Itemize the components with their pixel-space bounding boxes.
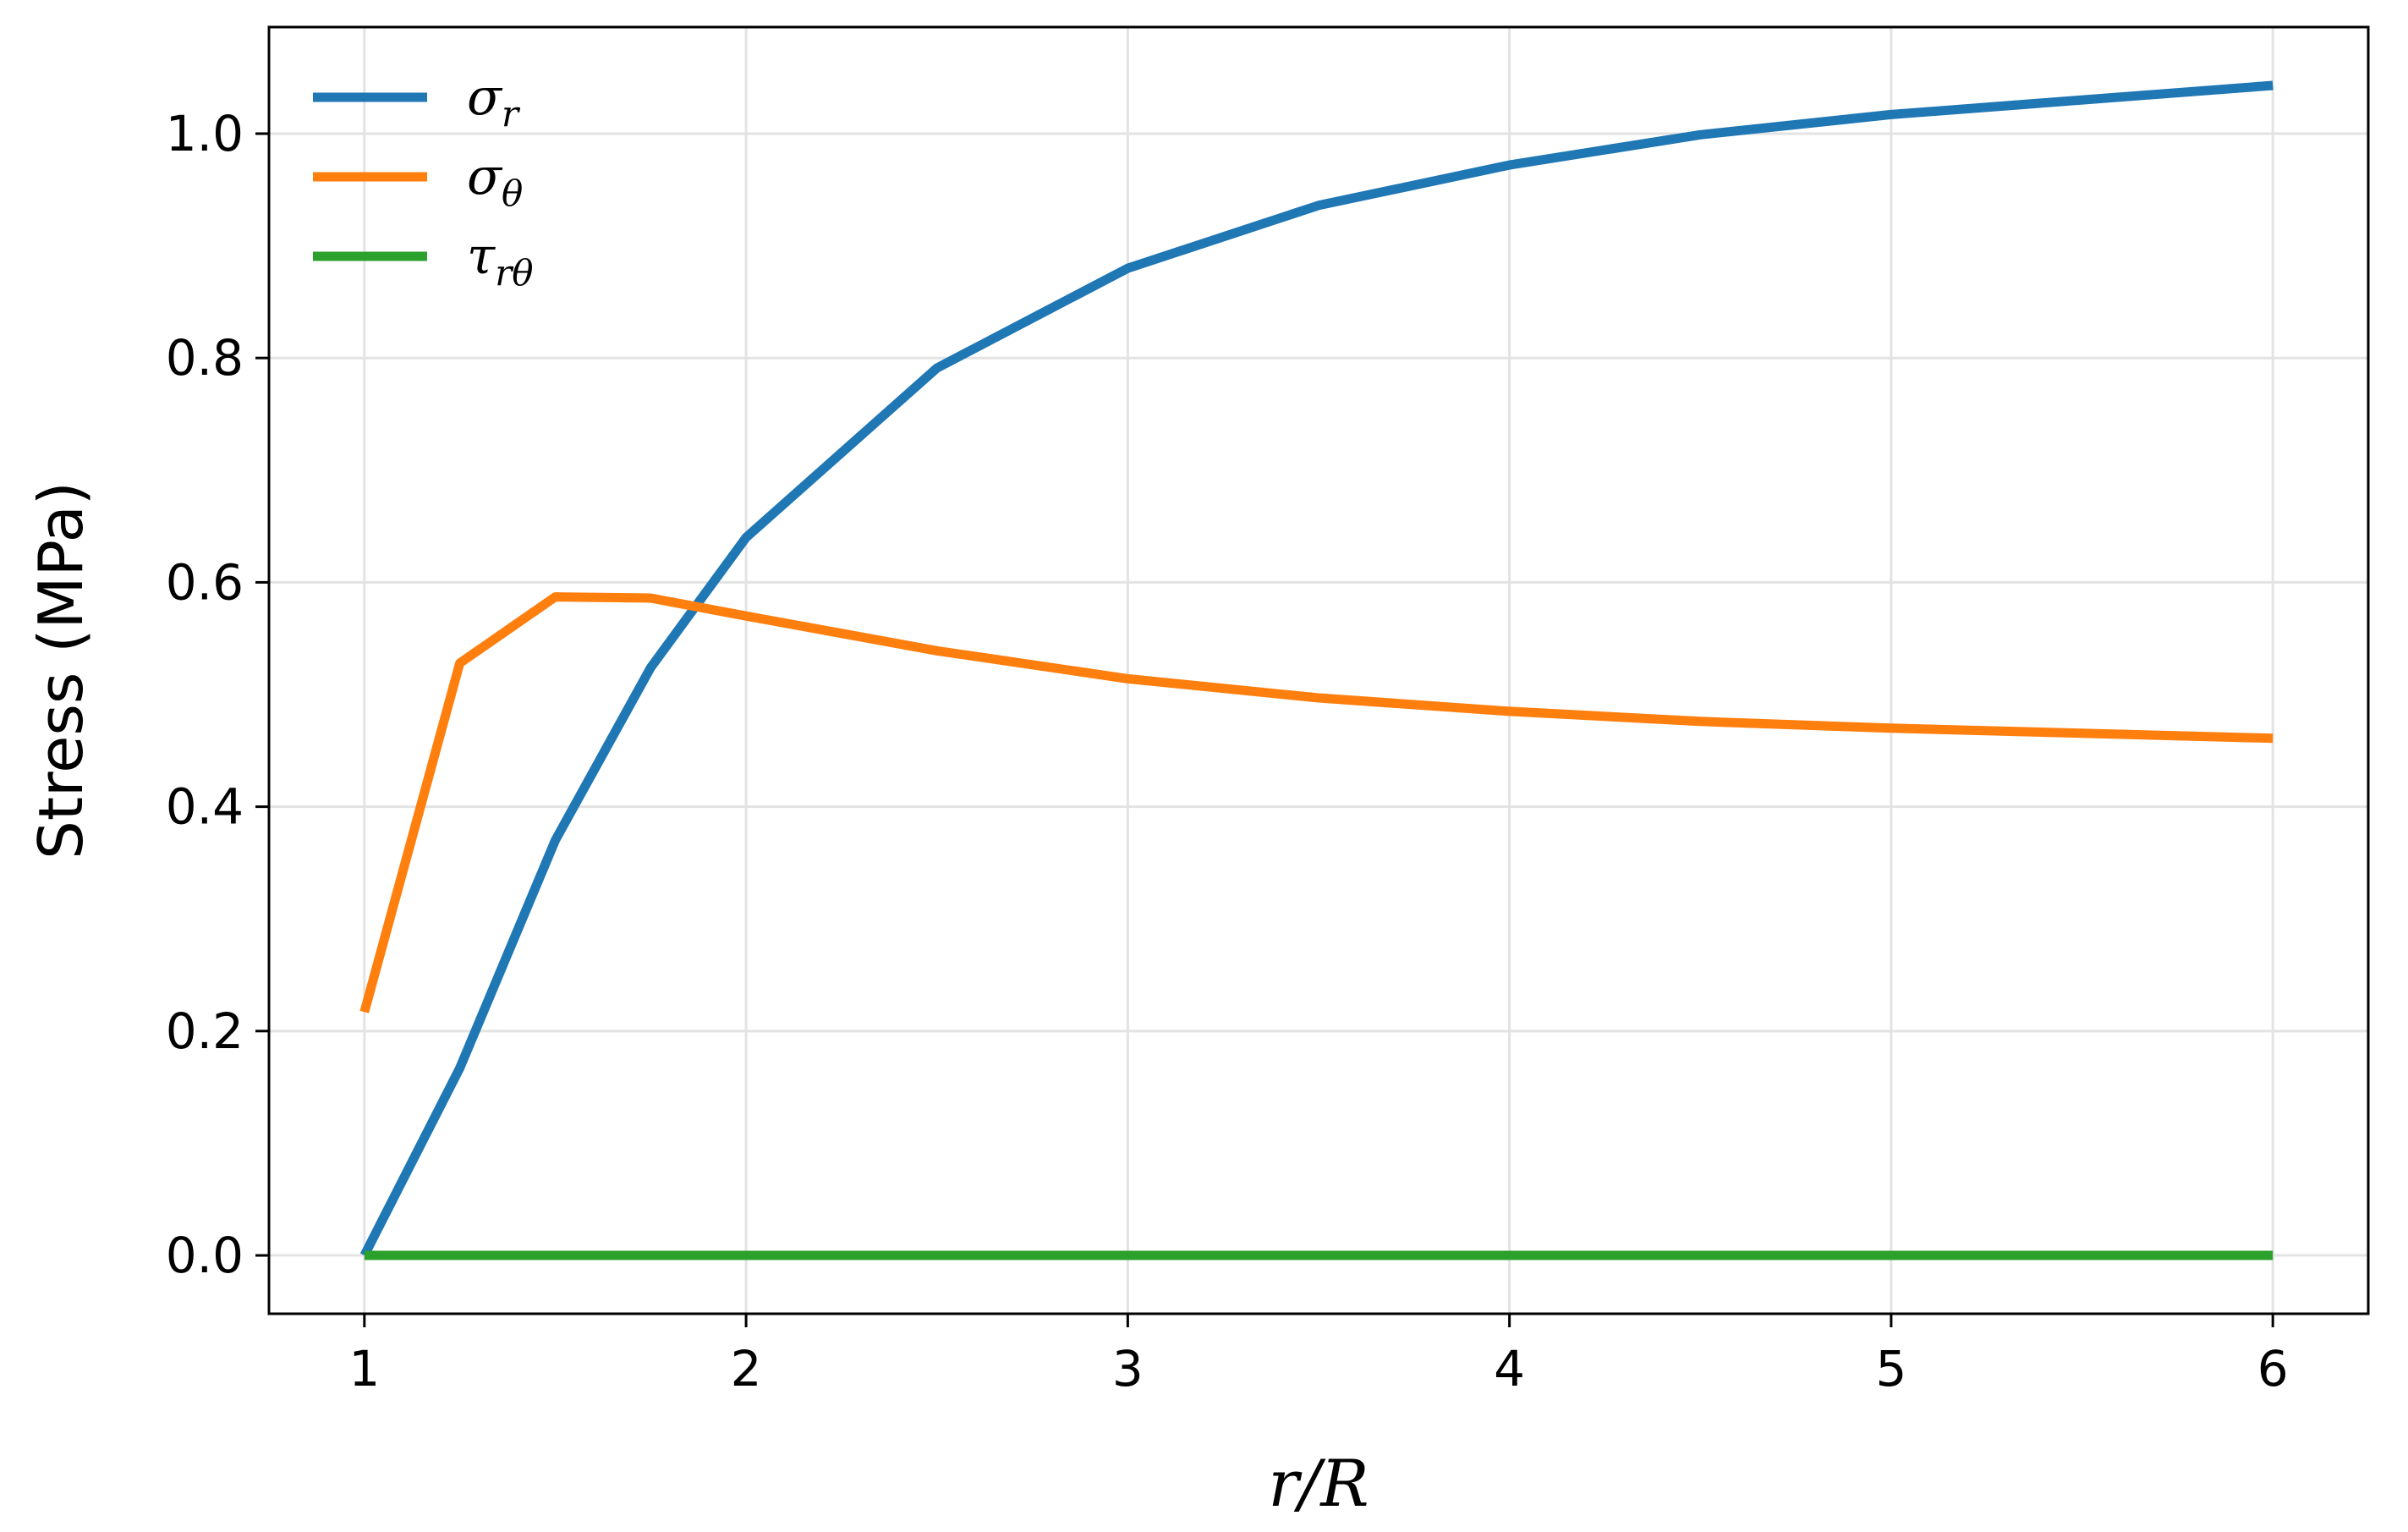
- legend-symbol: σ: [467, 68, 503, 127]
- series-line-0: [359, 80, 2274, 1258]
- x-tick-label: 4: [1494, 1340, 1525, 1397]
- x-axis-label: r/R: [1268, 1446, 1369, 1521]
- legend-subscript: rθ: [495, 252, 533, 294]
- grid: [269, 27, 2368, 1314]
- legend-subscript: r: [502, 93, 521, 135]
- y-tick-label: 0.0: [166, 1227, 244, 1284]
- legend-label: τrθ: [467, 227, 534, 294]
- x-tick-label: 6: [2257, 1340, 2289, 1397]
- x-tick-label: 1: [348, 1340, 380, 1397]
- series-lines: [359, 80, 2274, 1260]
- plot-frame: [267, 25, 2370, 1315]
- x-tick-label: 2: [731, 1340, 762, 1397]
- axis-ticks: 1 2 3 4 5 6 0.0 0.2 0.4 0.6 0.8 1.0: [166, 105, 2289, 1397]
- y-tick-label: 1.0: [166, 105, 244, 162]
- legend-subscript: θ: [502, 173, 523, 214]
- y-tick-label: 0.2: [166, 1002, 244, 1060]
- legend-symbol: τ: [467, 227, 496, 286]
- legend-label: σr: [467, 68, 521, 135]
- legend-symbol: σ: [467, 147, 503, 206]
- y-tick-label: 0.8: [166, 329, 244, 387]
- y-axis-label: Stress (MPa): [25, 481, 96, 859]
- legend-label: σθ: [467, 147, 523, 214]
- y-tick-label: 0.6: [166, 553, 244, 611]
- x-tick-label: 5: [1875, 1340, 1906, 1397]
- series-line-1: [359, 592, 2274, 1013]
- y-tick-label: 0.4: [166, 778, 244, 836]
- x-tick-label: 3: [1112, 1340, 1144, 1397]
